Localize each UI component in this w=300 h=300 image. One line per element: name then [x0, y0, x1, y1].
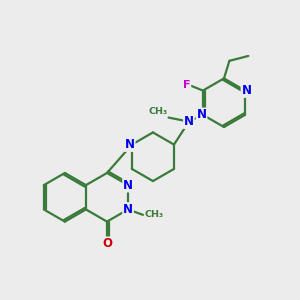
Text: F: F [183, 80, 190, 90]
Text: N: N [196, 108, 207, 122]
Text: N: N [242, 84, 251, 97]
Text: CH₃: CH₃ [144, 210, 164, 219]
Text: N: N [184, 115, 194, 128]
Text: N: N [125, 138, 135, 151]
Text: O: O [102, 237, 112, 250]
Text: N: N [123, 203, 133, 216]
Text: N: N [123, 178, 133, 192]
Text: CH₃: CH₃ [148, 107, 167, 116]
